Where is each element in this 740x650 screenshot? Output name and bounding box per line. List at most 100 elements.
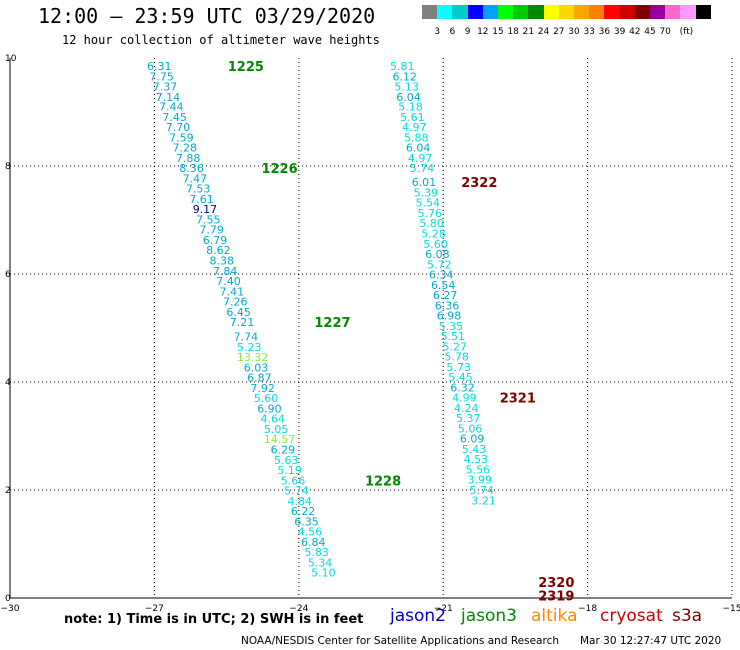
footer-credit: NOAA/NESDIS Center for Satellite Applica…	[241, 635, 559, 647]
colorbar-swatch	[498, 5, 514, 19]
colorbar-swatch	[528, 5, 544, 19]
colorbar-swatch	[650, 5, 666, 19]
swh-data-point: 4.56	[298, 526, 323, 539]
colorbar-tick-label: 27	[553, 27, 565, 37]
swh-data-point: 8.62	[206, 244, 231, 257]
swh-data-point: 7.21	[230, 316, 255, 329]
swh-data-point: 7.44	[159, 101, 184, 114]
footer-note: note: 1) Time is in UTC; 2) SWH is in fe…	[64, 612, 364, 627]
colorbar-tick-label: 12	[477, 27, 489, 37]
swh-data-point: 6.03	[244, 361, 269, 374]
mission-s3a: s3a	[672, 606, 703, 626]
swh-data-point: 5.54	[416, 197, 441, 210]
time-annotation: 1228	[365, 474, 401, 489]
swh-data-point: 7.61	[189, 193, 214, 206]
colorbar-tick-label: 18	[507, 27, 519, 37]
y-tick-label: 8	[5, 162, 11, 172]
swh-data-point: 5.23	[237, 341, 262, 354]
y-tick-label: 10	[5, 54, 17, 64]
time-annotation: 1226	[261, 162, 297, 177]
swh-data-point: 4.53	[464, 453, 489, 466]
swh-data-point: 7.84	[213, 265, 238, 278]
swh-data-point: 6.98	[437, 310, 462, 323]
colorbar-tick-label: 45	[644, 27, 656, 37]
swh-data-point: 5.76	[417, 207, 442, 220]
swh-data-point: 6.90	[257, 402, 282, 415]
swh-data-point: 7.28	[172, 142, 197, 155]
swh-data-point: 6.87	[247, 372, 272, 385]
swh-data-point: 5.74	[410, 162, 435, 175]
colorbar-swatch	[574, 5, 590, 19]
swh-data-point: 5.27	[443, 340, 468, 353]
mission-altika: altika	[531, 606, 578, 626]
swh-data-point: 5.83	[304, 546, 329, 559]
swh-data-point: 5.72	[427, 258, 452, 271]
swh-data-point: 5.74	[284, 485, 309, 498]
swh-data-point: 4.64	[261, 413, 286, 426]
swh-data-point: 14.57	[264, 433, 296, 446]
swh-data-point: 6.27	[433, 289, 458, 302]
swh-data-point: 5.73	[446, 361, 471, 374]
colorbar-swatch	[437, 5, 453, 19]
x-tick-label: −18	[578, 604, 597, 614]
swh-data-point: 5.80	[419, 217, 444, 230]
swh-data-point: 8.36	[179, 162, 204, 175]
swh-data-point: 8.38	[210, 255, 235, 268]
swh-data-point: 7.79	[199, 224, 224, 237]
swh-data-point: 5.60	[254, 392, 279, 405]
x-tick-label: −27	[145, 604, 164, 614]
swh-data-point: 5.78	[444, 351, 469, 364]
swh-data-point: 7.45	[162, 111, 187, 124]
colorbar-swatch	[619, 5, 635, 19]
swh-data-point: 7.37	[153, 81, 178, 94]
swh-data-point: 5.18	[398, 101, 423, 114]
swh-data-point: 6.01	[412, 176, 437, 189]
swh-data-point: 6.08	[425, 248, 450, 261]
swh-data-point: 6.34	[429, 269, 454, 282]
colorbar-tick-label: 15	[492, 27, 504, 37]
time-annotation: 2320	[538, 576, 574, 591]
swh-data-point: 5.43	[462, 443, 487, 456]
swh-data-point: 7.92	[250, 382, 275, 395]
swh-data-point: 6.45	[226, 306, 251, 319]
colorbar-swatch	[695, 5, 711, 19]
swh-data-point: 5.61	[400, 111, 425, 124]
colorbar-swatch	[558, 5, 574, 19]
swh-data-point: 7.14	[156, 91, 181, 104]
swh-data-point: 5.37	[456, 412, 481, 425]
swh-data-point: 6.54	[431, 279, 456, 292]
swh-data-point: 5.05	[264, 423, 289, 436]
swh-data-point: 5.66	[281, 474, 306, 487]
time-annotation: 2319	[538, 589, 574, 604]
colorbar-tick-label: 36	[598, 27, 611, 37]
swh-data-point: 7.40	[216, 275, 241, 288]
colorbar-swatch	[482, 5, 498, 19]
swh-data-point: 5.28	[421, 228, 446, 241]
colorbar-tick-label: 30	[568, 27, 580, 37]
swh-data-point: 7.59	[169, 131, 194, 144]
swh-data-point: 5.81	[390, 60, 415, 73]
colorbar-tick-label: (ft)	[679, 27, 694, 37]
y-tick-label: 2	[5, 486, 11, 496]
colorbar-swatch	[452, 5, 468, 19]
swh-data-point: 9.17	[193, 203, 218, 216]
swh-data-point: 4.84	[288, 495, 313, 508]
swh-data-point: 6.31	[147, 60, 172, 73]
swh-data-point: 5.10	[311, 567, 336, 580]
colorbar-tick-label: 42	[629, 27, 641, 37]
y-tick-label: 4	[5, 378, 11, 388]
swh-data-point: 7.47	[183, 172, 208, 185]
colorbar-tick-label: 33	[583, 27, 595, 37]
swh-data-point: 5.06	[458, 422, 483, 435]
swh-data-point: 5.51	[441, 330, 466, 343]
colorbar-swatch	[634, 5, 650, 19]
x-tick-label: −30	[1, 604, 20, 614]
swh-data-point: 7.88	[176, 152, 201, 165]
swh-data-point: 3.99	[468, 474, 493, 487]
swh-data-point: 5.34	[308, 556, 333, 569]
chart-subtitle: 12 hour collection of altimeter wave hei…	[62, 33, 380, 47]
x-tick-label: −15	[723, 604, 740, 614]
swh-data-point: 6.12	[392, 70, 417, 83]
swh-data-point: 6.32	[450, 381, 475, 394]
colorbar-tick-label: 39	[613, 27, 626, 37]
